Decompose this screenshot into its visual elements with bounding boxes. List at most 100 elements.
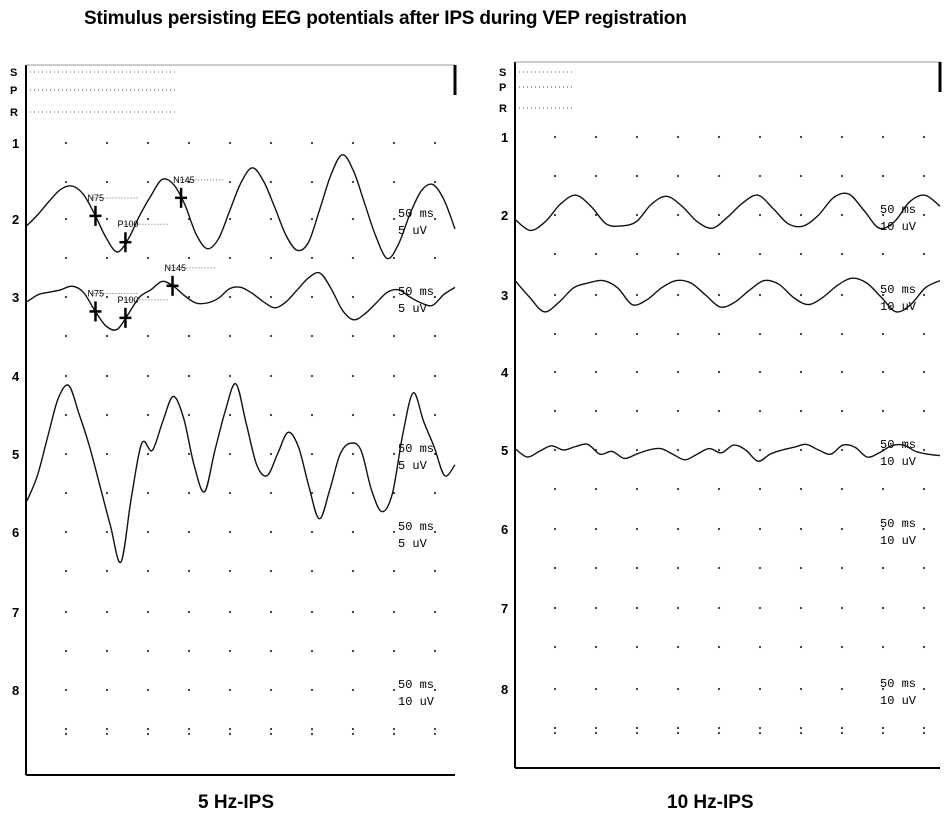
grid-dot xyxy=(187,413,191,417)
grid-dot xyxy=(64,413,68,417)
grid-dot xyxy=(269,295,273,299)
grid-dot xyxy=(717,527,721,531)
grid-dot xyxy=(594,726,598,730)
grid-dot xyxy=(717,332,721,336)
grid-dot xyxy=(594,527,598,531)
grid-dot xyxy=(840,487,844,491)
grid-dot xyxy=(922,687,926,691)
grid-dot xyxy=(105,256,109,260)
grid-dot xyxy=(881,370,885,374)
grid-dot xyxy=(922,566,926,570)
grid-dot xyxy=(310,727,314,731)
grid-dot xyxy=(840,645,844,649)
grid-dot xyxy=(635,726,639,730)
grid-dot xyxy=(758,135,762,139)
grid-dot xyxy=(799,645,803,649)
grid-dot xyxy=(717,409,721,413)
grid-dot xyxy=(717,606,721,610)
grid-dot xyxy=(351,141,355,145)
grid-dot xyxy=(228,727,232,731)
grid-dot xyxy=(269,732,273,736)
grid-dot xyxy=(799,174,803,178)
grid-dot xyxy=(64,491,68,495)
grid-dot xyxy=(635,448,639,452)
grid-dot xyxy=(433,295,437,299)
grid-dot xyxy=(146,491,150,495)
grid-dot xyxy=(881,135,885,139)
grid-dot xyxy=(676,566,680,570)
grid-dot xyxy=(553,448,557,452)
grid-dot xyxy=(269,610,273,614)
row-label-2: 2 xyxy=(501,208,508,223)
row-label-3: 3 xyxy=(12,290,19,305)
grid-dot xyxy=(840,687,844,691)
grid-dot xyxy=(64,569,68,573)
grid-dot xyxy=(594,370,598,374)
scale-time-label: 50 ms xyxy=(880,203,916,217)
grid-dot xyxy=(105,610,109,614)
grid-dot xyxy=(228,295,232,299)
grid-dot xyxy=(105,727,109,731)
grid-dot xyxy=(392,256,396,260)
grid-dot xyxy=(881,726,885,730)
grid-dot xyxy=(676,135,680,139)
grid-dot xyxy=(351,569,355,573)
grid-dot xyxy=(717,293,721,297)
row-label-P: P xyxy=(10,85,17,97)
grid-dot xyxy=(799,135,803,139)
marker-label-n75: N75 xyxy=(87,288,104,298)
scale-amplitude-label: 5 uV xyxy=(398,302,428,316)
row-label-1: 1 xyxy=(501,130,508,145)
grid-dot xyxy=(310,649,314,653)
grid-dot xyxy=(840,213,844,217)
grid-dot xyxy=(105,732,109,736)
grid-dot xyxy=(758,332,762,336)
grid-dot xyxy=(553,174,557,178)
grid-dot xyxy=(881,252,885,256)
grid-dot xyxy=(269,530,273,534)
grid-dot xyxy=(881,332,885,336)
grid-dot xyxy=(64,452,68,456)
grid-dot xyxy=(64,727,68,731)
row-label-1: 1 xyxy=(12,136,19,151)
grid-dot xyxy=(676,487,680,491)
grid-dot xyxy=(351,727,355,731)
grid-dot xyxy=(922,409,926,413)
grid-dot xyxy=(433,217,437,221)
trace-row-3 xyxy=(514,277,941,313)
trace-row-2 xyxy=(26,154,456,260)
grid-dot xyxy=(594,606,598,610)
grid-dot xyxy=(433,334,437,338)
grid-dot xyxy=(146,413,150,417)
grid-dot xyxy=(758,370,762,374)
grid-dot xyxy=(553,213,557,217)
grid-dot xyxy=(228,141,232,145)
grid-dot xyxy=(881,606,885,610)
grid-dot xyxy=(676,687,680,691)
grid-dot xyxy=(146,217,150,221)
grid-dot xyxy=(553,487,557,491)
grid-dot xyxy=(228,334,232,338)
grid-dot xyxy=(922,135,926,139)
grid-dot xyxy=(269,727,273,731)
grid-dot xyxy=(635,731,639,735)
grid-dot xyxy=(64,180,68,184)
grid-dot xyxy=(392,491,396,495)
grid-dot xyxy=(351,295,355,299)
grid-dot xyxy=(228,217,232,221)
grid-dot xyxy=(64,295,68,299)
grid-dot xyxy=(146,610,150,614)
grid-dot xyxy=(351,688,355,692)
grid-dot xyxy=(105,141,109,145)
grid-dot xyxy=(553,566,557,570)
grid-dot xyxy=(351,649,355,653)
grid-dot xyxy=(392,334,396,338)
grid-dot xyxy=(881,174,885,178)
grid-dot xyxy=(146,452,150,456)
row-label-P: P xyxy=(499,82,506,94)
grid-dot xyxy=(881,213,885,217)
grid-dot xyxy=(351,610,355,614)
grid-dot xyxy=(717,448,721,452)
grid-dot xyxy=(64,374,68,378)
grid-dot xyxy=(676,527,680,531)
